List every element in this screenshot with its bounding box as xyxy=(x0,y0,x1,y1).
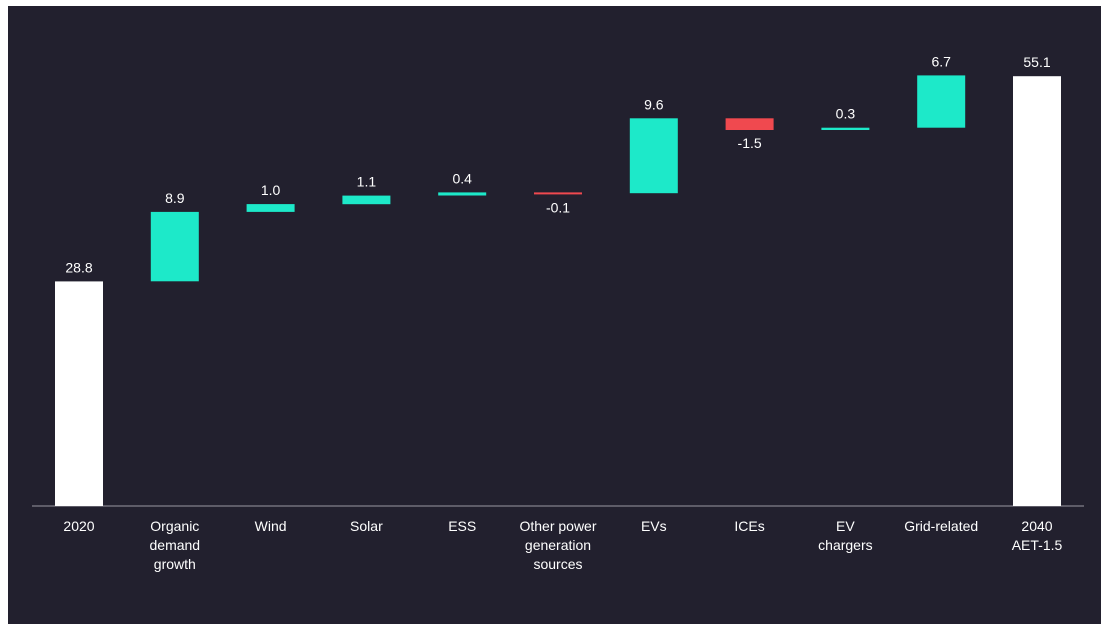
category-label-line: Solar xyxy=(350,518,383,534)
category-label-10: 2040 AET-1.5 xyxy=(1012,518,1063,553)
category-label-9: Grid-related xyxy=(904,518,978,534)
category-label-line: Grid-related xyxy=(904,518,978,534)
data-label-6: 9.6 xyxy=(644,96,664,112)
category-label-line: 2040 xyxy=(1021,518,1052,534)
category-label-line: EV xyxy=(836,518,855,534)
data-label-9: 6.7 xyxy=(931,53,951,69)
bar-total-0 xyxy=(55,281,103,506)
category-label-line: growth xyxy=(154,556,196,572)
category-label-line: Wind xyxy=(255,518,287,534)
bar-increase-6 xyxy=(629,118,678,194)
category-label-line: ESS xyxy=(448,518,476,534)
category-label-8: EV chargers xyxy=(818,518,872,553)
category-label-line: Organic xyxy=(150,518,199,534)
data-label-2: 1.0 xyxy=(261,182,281,198)
bar-increase-8 xyxy=(821,127,870,130)
category-label-line: EVs xyxy=(641,518,667,534)
bar-increase-9 xyxy=(917,75,966,128)
bar-increase-1 xyxy=(150,211,199,282)
category-label-2: Wind xyxy=(255,518,287,534)
data-label-0: 28.8 xyxy=(65,259,92,275)
bar-total-10 xyxy=(1013,76,1061,506)
category-label-3: Solar xyxy=(350,518,383,534)
category-label-line: sources xyxy=(533,556,582,572)
category-label-line: 2020 xyxy=(63,518,94,534)
category-label-1: Organic demand growth xyxy=(150,518,201,572)
category-label-line: ICEs xyxy=(734,518,764,534)
category-label-line: AET-1.5 xyxy=(1012,537,1063,553)
bar-increase-4 xyxy=(438,192,487,196)
category-label-5: Other power generation sources xyxy=(519,518,596,572)
category-label-7: ICEs xyxy=(734,518,764,534)
data-label-7: -1.5 xyxy=(738,135,762,151)
category-label-6: EVs xyxy=(641,518,667,534)
chart-panel: 28.8 2020 8.9 Organic demand growth 1.0 Wind 1.1… xyxy=(8,6,1101,624)
category-label-0: 2020 xyxy=(63,518,94,534)
category-label-line: demand xyxy=(150,537,201,553)
bar-decrease-5 xyxy=(534,192,582,195)
bar-increase-3 xyxy=(342,195,391,205)
data-label-1: 8.9 xyxy=(165,190,185,206)
category-label-line: generation xyxy=(525,537,591,553)
data-label-3: 1.1 xyxy=(357,174,377,190)
category-label-line: Other power xyxy=(519,518,596,534)
category-label-line: chargers xyxy=(818,537,872,553)
data-label-4: 0.4 xyxy=(452,170,472,186)
bar-decrease-7 xyxy=(725,118,774,130)
category-label-4: ESS xyxy=(448,518,476,534)
data-label-5: -0.1 xyxy=(546,199,570,215)
data-label-8: 0.3 xyxy=(836,106,856,122)
bar-increase-2 xyxy=(246,204,295,212)
waterfall-chart: 28.8 2020 8.9 Organic demand growth 1.0 Wind 1.1… xyxy=(32,53,1084,572)
data-label-10: 55.1 xyxy=(1023,54,1050,70)
